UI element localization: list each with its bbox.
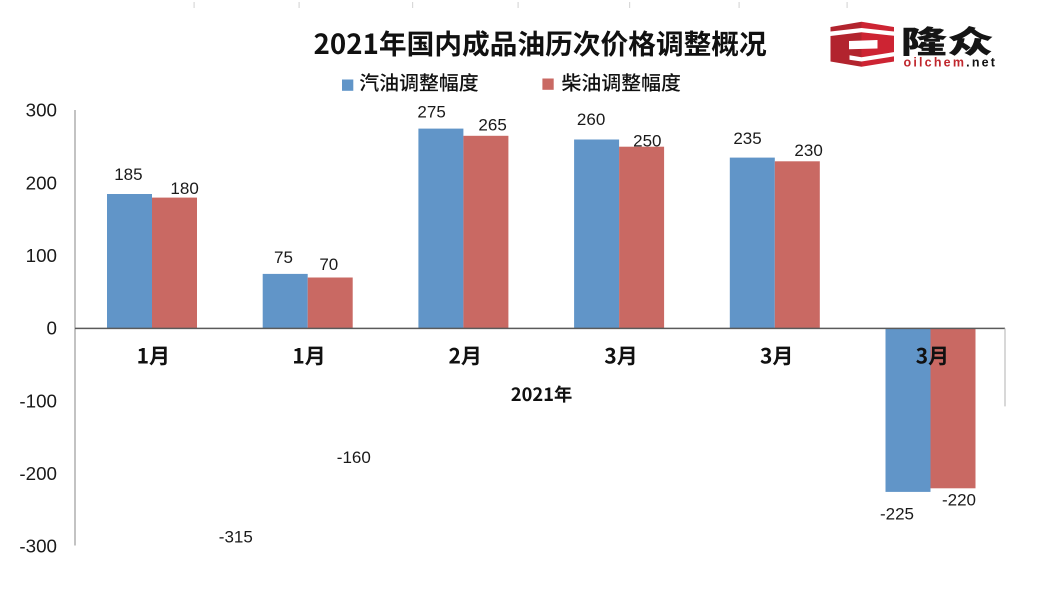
svg-text:-300: -300 bbox=[19, 536, 57, 557]
svg-text:185: 185 bbox=[114, 165, 142, 184]
svg-text:275: 275 bbox=[417, 103, 445, 122]
svg-text:300: 300 bbox=[26, 100, 57, 121]
svg-text:oilchem.net: oilchem.net bbox=[904, 56, 998, 70]
svg-text:-225: -225 bbox=[880, 505, 914, 524]
svg-text:180: 180 bbox=[170, 179, 198, 198]
svg-text:260: 260 bbox=[577, 110, 605, 129]
svg-text:70: 70 bbox=[319, 255, 338, 274]
svg-text:200: 200 bbox=[26, 172, 57, 193]
svg-text:-315: -315 bbox=[219, 528, 253, 547]
svg-text:-100: -100 bbox=[19, 390, 57, 411]
svg-text:-160: -160 bbox=[337, 448, 371, 467]
svg-text:-200: -200 bbox=[19, 463, 57, 484]
svg-text:-220: -220 bbox=[942, 491, 976, 510]
svg-text:250: 250 bbox=[633, 132, 661, 151]
svg-text:265: 265 bbox=[478, 116, 506, 135]
svg-text:75: 75 bbox=[274, 248, 293, 267]
svg-text:230: 230 bbox=[794, 141, 822, 160]
svg-text:0: 0 bbox=[47, 318, 57, 339]
svg-text:100: 100 bbox=[26, 245, 57, 266]
svg-text:235: 235 bbox=[733, 129, 761, 148]
